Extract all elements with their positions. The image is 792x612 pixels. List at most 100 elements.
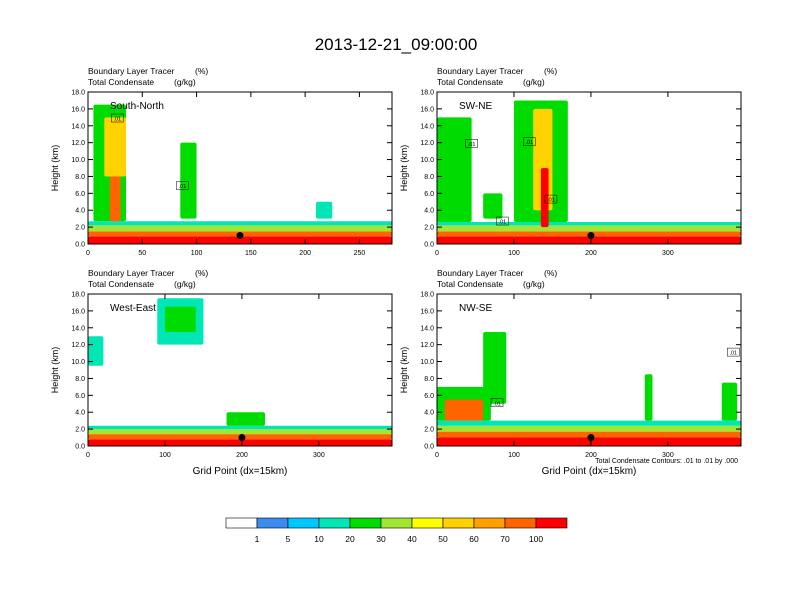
colorbar-cell xyxy=(473,517,506,529)
right-title-2: (g/kg) xyxy=(174,77,196,87)
tracer-region xyxy=(88,429,392,435)
y-tick-label: 0.0 xyxy=(424,242,434,249)
y-tick-label: 2.0 xyxy=(424,427,434,434)
tracer-region xyxy=(437,437,741,446)
tracer-region xyxy=(644,374,653,421)
colorbar-label: 1 xyxy=(255,534,260,544)
tracer-region xyxy=(316,201,333,219)
colorbar-label: 40 xyxy=(407,534,417,544)
y-tick-label: 12.0 xyxy=(420,140,434,147)
contour-label: .01 xyxy=(493,401,501,407)
y-tick-label: 18.0 xyxy=(71,292,85,299)
colorbar-cell xyxy=(504,517,537,529)
tracer-fills xyxy=(88,104,392,244)
y-tick-label: 16.0 xyxy=(420,308,434,315)
figure-title: 2013-12-21_09:00:00 xyxy=(315,35,478,54)
plot-frame xyxy=(87,293,393,447)
left-title-2: Total Condensate xyxy=(88,77,154,87)
location-marker xyxy=(587,232,595,240)
y-axis-label: Height (km) xyxy=(50,347,60,394)
colorbar-cell xyxy=(411,517,444,529)
x-tick-label: 300 xyxy=(662,452,674,459)
tracer-region xyxy=(88,236,392,244)
right-title-1: (%) xyxy=(195,66,208,76)
y-tick-label: 0.0 xyxy=(75,444,85,451)
tracer-region xyxy=(88,221,392,226)
location-marker xyxy=(236,232,244,240)
y-tick-label: 14.0 xyxy=(71,123,85,130)
contour-footnote: Total Condensate Contours: .01 to .01 by… xyxy=(595,458,738,465)
y-tick-label: 10.0 xyxy=(420,157,434,164)
y-tick-label: 8.0 xyxy=(75,376,85,383)
tracer-region xyxy=(721,382,738,421)
right-title-2: (g/kg) xyxy=(523,279,545,289)
y-tick-label: 2.0 xyxy=(75,225,85,232)
y-tick-label: 6.0 xyxy=(424,191,434,198)
colorbar-cell xyxy=(256,517,289,529)
x-tick-label: 150 xyxy=(245,250,257,257)
tracer-region xyxy=(444,399,484,421)
contour-label-box xyxy=(176,181,189,190)
colorbar-label: 100 xyxy=(529,534,543,544)
x-tick-label: 0 xyxy=(435,452,439,459)
y-tick-label: 0.0 xyxy=(424,444,434,451)
x-tick-label: 100 xyxy=(508,452,520,459)
y-tick-label: 12.0 xyxy=(71,140,85,147)
tracer-fills xyxy=(437,100,741,244)
colorbar-cell xyxy=(442,517,475,529)
colorbar-label: 70 xyxy=(500,534,510,544)
panel-label: South-North xyxy=(110,101,164,112)
y-tick-label: 8.0 xyxy=(75,174,85,181)
contour-label-box xyxy=(727,347,740,357)
colorbar-label: 5 xyxy=(286,534,291,544)
colorbar-label: 60 xyxy=(469,534,479,544)
x-tick-label: 0 xyxy=(86,250,90,257)
tracer-region xyxy=(437,425,741,432)
location-marker xyxy=(587,434,595,442)
colorbar-cell xyxy=(349,517,382,529)
contour-label-box xyxy=(496,216,509,226)
x-tick-label: 250 xyxy=(354,250,366,257)
panel-label: SW-NE xyxy=(459,101,492,112)
x-tick-label: 0 xyxy=(86,452,90,459)
chart-panel-1: 0 50 100 150 200 250 0.0 2.0 4.0 6.0 8.0 10.0 12.0 14… xyxy=(50,66,393,257)
tracer-region xyxy=(483,332,507,404)
contour-label-box xyxy=(523,137,536,146)
tracer-region xyxy=(437,420,741,426)
left-title-2: Total Condensate xyxy=(437,77,503,87)
x-tick-label: 300 xyxy=(662,250,674,257)
y-tick-label: 16.0 xyxy=(71,308,85,315)
y-tick-label: 18.0 xyxy=(420,292,434,299)
panels-group: 0 50 100 150 200 250 0.0 2.0 4.0 6.0 8.0 10.0 12.0 14… xyxy=(50,66,742,477)
colorbar: 1 5 10 20 30 40 50 60 70 100 xyxy=(225,517,568,544)
contour-label-box xyxy=(465,139,478,148)
colorbar-cell xyxy=(287,517,320,529)
colorbar-cell xyxy=(318,517,351,529)
tracer-region xyxy=(109,176,121,222)
panel-label: NW-SE xyxy=(459,303,492,314)
tracer-fills xyxy=(437,332,741,446)
chart-panel-4: 0 100 200 300 0.0 2.0 4.0 6.0 8.0 10.0 12.0 14.0 16.… xyxy=(399,268,742,477)
x-tick-label: 200 xyxy=(585,452,597,459)
tracer-region xyxy=(437,431,741,438)
right-title-2: (g/kg) xyxy=(523,77,545,87)
tracer-region xyxy=(226,412,266,426)
contour-label: .01 xyxy=(547,198,555,204)
tracer-fills xyxy=(88,298,392,446)
contour-label: .01 xyxy=(113,117,121,123)
y-tick-label: 10.0 xyxy=(71,359,85,366)
tracer-region xyxy=(88,439,392,446)
contour-label: .01 xyxy=(729,351,737,357)
contour-label: .01 xyxy=(526,140,534,146)
right-title-1: (%) xyxy=(195,268,208,278)
tracer-region xyxy=(437,222,741,226)
x-tick-label: 200 xyxy=(299,250,311,257)
colorbar-label: 30 xyxy=(376,534,386,544)
right-title-1: (%) xyxy=(544,66,557,76)
y-tick-label: 4.0 xyxy=(424,208,434,215)
y-tick-label: 6.0 xyxy=(424,393,434,400)
y-tick-label: 6.0 xyxy=(75,393,85,400)
chart-panel-2: 0 100 200 300 0.0 2.0 4.0 6.0 8.0 10.0 12.0 14.0 16.… xyxy=(399,66,742,257)
y-tick-label: 16.0 xyxy=(71,106,85,113)
